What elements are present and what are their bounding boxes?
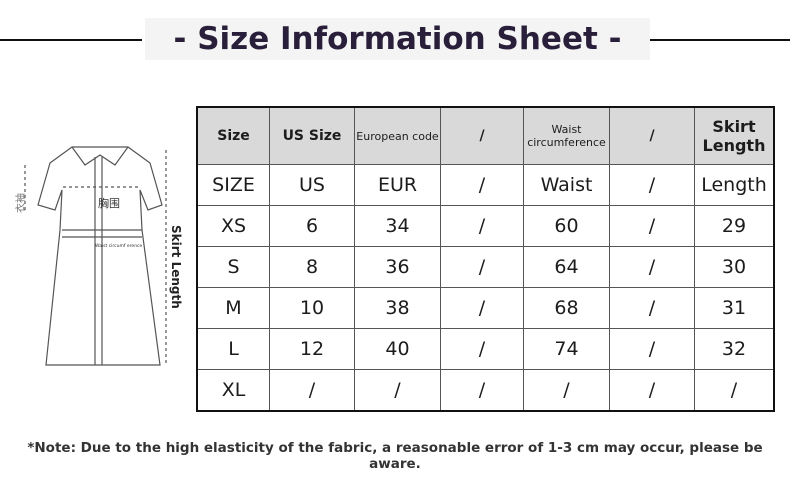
- waistband: [62, 229, 142, 238]
- cell: XS: [196, 205, 270, 247]
- cell: SIZE: [196, 164, 270, 206]
- cell: 36: [354, 246, 441, 288]
- collar: [71, 146, 129, 166]
- cell: /: [269, 369, 355, 412]
- cell: /: [440, 246, 524, 288]
- note: *Note: Due to the high elasticity of the…: [27, 440, 763, 472]
- dress-figure: 衣袖 胸围 Waist circumf erence Skirt Length: [14, 146, 183, 366]
- cell: /: [440, 328, 524, 370]
- cell: 32: [694, 328, 775, 370]
- cell: 38: [354, 287, 441, 329]
- cell: S: [196, 246, 270, 288]
- cell: 30: [694, 246, 775, 288]
- title-band: [145, 18, 650, 60]
- cell: /: [609, 369, 695, 412]
- cell: L: [196, 328, 270, 370]
- cell: /: [609, 328, 695, 370]
- cell: 60: [523, 205, 610, 247]
- cell: /: [440, 205, 524, 247]
- cell: 74: [523, 328, 610, 370]
- cell: 10: [269, 287, 355, 329]
- body-row: XL / / / / / /: [196, 369, 775, 412]
- sleeve-label: 衣袖: [14, 193, 27, 213]
- chest-label: 胸围: [98, 196, 120, 210]
- cell: /: [440, 369, 524, 412]
- cell: XL: [196, 369, 270, 412]
- header-cell: European code: [354, 106, 441, 165]
- cell: EUR: [354, 164, 441, 206]
- length-label: Skirt Length: [169, 225, 183, 309]
- cell: Waist: [523, 164, 610, 206]
- cell: 34: [354, 205, 441, 247]
- title-rule-left: [0, 39, 142, 41]
- dress-outline: [37, 146, 163, 366]
- cell: /: [609, 164, 695, 206]
- cell: 6: [269, 205, 355, 247]
- cell: 68: [523, 287, 610, 329]
- cell: 31: [694, 287, 775, 329]
- header-row: Size US Size European code / Waist circumfer…: [196, 106, 775, 165]
- title-rule-right: [650, 39, 790, 41]
- body-row: S 8 36/64/30: [196, 246, 775, 288]
- cell: M: [196, 287, 270, 329]
- cell: /: [440, 287, 524, 329]
- cell: 40: [354, 328, 441, 370]
- body-row: M 10 38/68/31: [196, 287, 775, 329]
- size-table: Size US Size European code / Waist circumfer…: [196, 106, 775, 412]
- header-cell: Waist circumference: [523, 106, 610, 165]
- cell: /: [609, 205, 695, 247]
- cell: /: [694, 369, 775, 412]
- title: - Size Information Sheet -: [173, 21, 622, 57]
- cell: /: [440, 164, 524, 206]
- cell: /: [609, 287, 695, 329]
- cell: US: [269, 164, 355, 206]
- cell: 12: [269, 328, 355, 370]
- placket: [94, 157, 103, 365]
- cell: 64: [523, 246, 610, 288]
- body-row: XS 6 34/60/29: [196, 205, 775, 247]
- header-cell: /: [440, 106, 524, 165]
- cell: 8: [269, 246, 355, 288]
- cell: 29: [694, 205, 775, 247]
- waist-label: Waist circumf erence: [95, 243, 143, 249]
- cell: Length: [694, 164, 775, 206]
- body-row: L 12 40/74/32: [196, 328, 775, 370]
- cell: /: [523, 369, 610, 412]
- header-cell: /: [609, 106, 695, 165]
- header-cell: Skirt Length: [694, 106, 775, 165]
- body-row: SIZE US EUR / Waist / Length: [196, 164, 775, 206]
- cell: /: [354, 369, 441, 412]
- header-cell: Size: [196, 106, 270, 165]
- header-cell: US Size: [269, 106, 355, 165]
- cell: /: [609, 246, 695, 288]
